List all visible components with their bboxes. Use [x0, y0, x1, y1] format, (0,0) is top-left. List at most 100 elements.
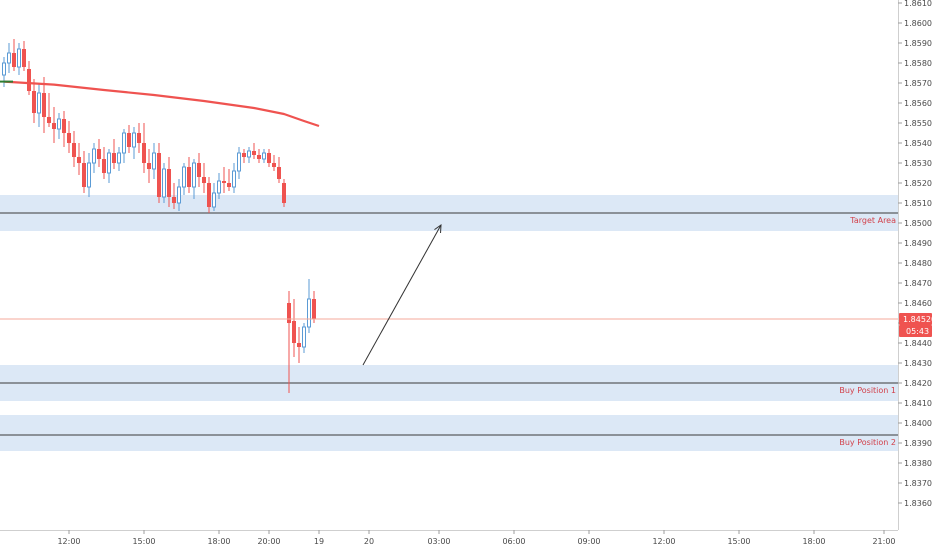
candle-body	[217, 180, 221, 194]
last-price-tag	[899, 313, 932, 325]
zones-layer: Target Area Buy Position 1 Buy Position 2	[0, 195, 898, 451]
candle-body	[212, 192, 216, 208]
candle-body	[152, 152, 156, 170]
countdown-label: 05:43	[906, 327, 929, 336]
price-tick-label: 1.85100	[904, 199, 932, 208]
zone-label: Target Area	[849, 216, 896, 225]
candle-body	[252, 151, 256, 155]
price-tick-label: 1.84100	[904, 399, 932, 408]
candle-body	[127, 133, 131, 147]
time-axis[interactable]: 12:00 15:00 18:00 20:00 19 20 03:00 06:00 09:00 1…	[57, 530, 896, 546]
price-tick-label: 1.84300	[904, 359, 932, 368]
price-tick-label: 1.85400	[904, 139, 932, 148]
price-tick-label: 1.83900	[904, 439, 932, 448]
candle-body	[107, 152, 111, 174]
chart-grid	[0, 0, 899, 531]
price-tick-label: 1.84700	[904, 279, 932, 288]
candle-body	[192, 162, 196, 188]
price-tick-label: 1.86100	[904, 0, 932, 8]
price-tick-label: 1.84900	[904, 239, 932, 248]
time-tick-label: 09:00	[577, 537, 600, 546]
candle-body	[272, 163, 276, 167]
candle-body	[12, 53, 16, 67]
price-tick-label: 1.84000	[904, 419, 932, 428]
moving-average-layer	[0, 80, 320, 128]
candle-body	[142, 143, 146, 163]
candle-body	[187, 167, 191, 187]
candle-body	[32, 91, 36, 113]
price-tick-label: 1.85800	[904, 59, 932, 68]
price-axis[interactable]: 1.86100 1.86000 1.85900 1.85800 1.85700 1.856…	[898, 0, 932, 508]
time-tick-label: 19	[314, 537, 324, 546]
zone-band	[0, 415, 898, 451]
candle-body	[97, 149, 101, 159]
price-tick-label: 1.85700	[904, 79, 932, 88]
time-tick-label: 12:00	[57, 537, 80, 546]
candle-body	[172, 197, 176, 203]
price-tick-label: 1.83700	[904, 479, 932, 488]
candle-body	[237, 152, 241, 172]
time-tick-label: 03:00	[427, 537, 450, 546]
candle-body	[157, 153, 161, 197]
countdown-tag	[899, 325, 932, 337]
zone-label: Buy Position 2	[839, 438, 896, 447]
price-tick-label: 1.83800	[904, 459, 932, 468]
candle-body	[102, 159, 106, 173]
candle-body	[277, 167, 281, 179]
time-tick-label: 15:00	[727, 537, 750, 546]
candle-body	[117, 152, 121, 164]
candle-body	[77, 157, 81, 163]
candle-body	[222, 181, 226, 183]
candle-body	[7, 52, 11, 64]
price-tick-label: 1.85500	[904, 119, 932, 128]
price-tick-label: 1.84800	[904, 259, 932, 268]
candle-body	[37, 92, 41, 114]
moving-average-line	[3, 80, 320, 128]
candle-body	[132, 132, 136, 148]
candle-body	[247, 150, 251, 158]
candle-body	[17, 48, 21, 68]
price-tick-label: 1.85000	[904, 219, 932, 228]
price-tick-label: 1.84600	[904, 299, 932, 308]
price-tick-label: 1.83600	[904, 499, 932, 508]
price-tick-label: 1.84400	[904, 339, 932, 348]
time-tick-label: 20:00	[257, 537, 280, 546]
candle-body	[137, 133, 141, 143]
candle-body	[257, 155, 261, 159]
price-tick-label: 1.85200	[904, 179, 932, 188]
candle-body	[232, 170, 236, 188]
candle-body	[67, 133, 71, 143]
price-tick-label: 1.85900	[904, 39, 932, 48]
projection-arrow-head	[434, 223, 442, 234]
time-tick-label: 15:00	[132, 537, 155, 546]
price-tick-label: 1.85600	[904, 99, 932, 108]
candle-body	[2, 62, 6, 76]
candle-body	[92, 148, 96, 164]
candle-body	[312, 299, 316, 319]
candle-body	[297, 343, 301, 347]
candle-body	[182, 166, 186, 188]
candle-body	[57, 118, 61, 130]
candle-body	[42, 93, 46, 117]
candle-body	[227, 183, 231, 187]
candle-body	[287, 303, 291, 323]
candle-body	[147, 163, 151, 169]
time-tick-label: 21:00	[872, 537, 895, 546]
time-tick-label: 18:00	[207, 537, 230, 546]
candle-body	[267, 153, 271, 163]
price-tick-label: 1.86000	[904, 19, 932, 28]
candle-body	[162, 168, 166, 198]
candle-body	[177, 186, 181, 204]
candle-body	[167, 169, 171, 197]
time-tick-label: 12:00	[652, 537, 675, 546]
projection-arrow-line	[362, 224, 442, 366]
annotation-layer	[0, 223, 898, 366]
candle-body	[52, 123, 56, 129]
candle-body	[122, 132, 126, 154]
candle-body	[202, 177, 206, 183]
candles-layer	[2, 39, 316, 393]
candle-body	[47, 117, 51, 123]
candle-body	[282, 183, 286, 203]
